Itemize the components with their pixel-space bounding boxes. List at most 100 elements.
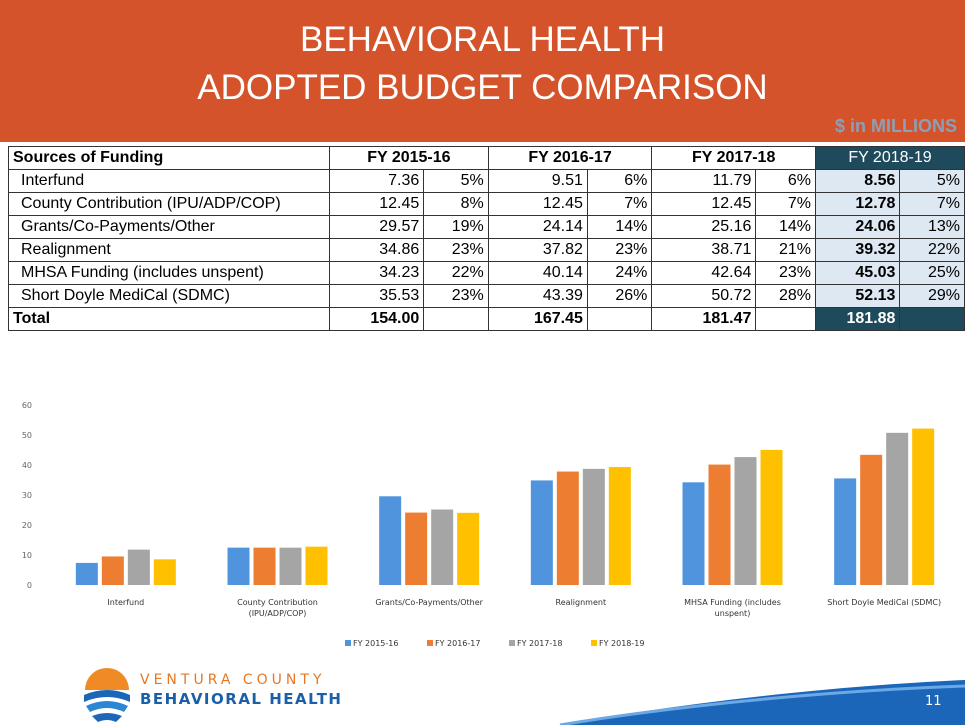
table-cell: Realignment <box>7 238 331 262</box>
data-row: Realignment 34.86 23% 37.82 23% 38.71 21% 39.32… <box>7 238 965 262</box>
data-row: Grants/Co-Payments/Other 29.57 19% 24.14 14%… <box>7 215 965 239</box>
table-cell: 6% <box>755 169 816 193</box>
table-cell: 181.47 <box>651 307 757 331</box>
table-cell: 37.82 <box>487 238 588 262</box>
table-cell <box>899 307 965 331</box>
table-cell: 29% <box>899 284 965 308</box>
y-tick-label: 10 <box>22 551 32 560</box>
table-cell: 12.45 <box>487 192 588 216</box>
table-cell: 14% <box>586 215 653 239</box>
table-cell: 11.79 <box>651 169 757 193</box>
y-tick-label: 60 <box>22 401 32 410</box>
page-number: 11 <box>925 694 942 709</box>
table-cell: 25% <box>899 261 965 285</box>
bar <box>379 496 402 585</box>
units-label: $ in MILLIONS <box>834 116 957 136</box>
table-cell: 22% <box>899 238 965 262</box>
table-cell: 9.51 <box>487 169 588 193</box>
title-line: BEHAVIORAL HEALTH <box>299 20 665 59</box>
table-cell: FY 2016-17 <box>487 146 653 170</box>
table-cell: 181.88 <box>814 307 901 331</box>
table-cell: 8% <box>423 192 489 216</box>
table-cell: 40.14 <box>487 261 588 285</box>
table-cell: FY 2018-19 <box>815 146 965 170</box>
table-cell: 6% <box>586 169 653 193</box>
logo-bottom: BEHAVIORAL HEALTH <box>140 690 342 708</box>
x-tick-label: Short Doyle MediCal (SDMC) <box>827 598 942 607</box>
logo-top: VENTURA COUNTY <box>140 672 326 688</box>
table-cell: 22% <box>423 261 489 285</box>
table-cell: County Contribution (IPU/ADP/COP) <box>7 192 331 216</box>
bar <box>608 467 631 585</box>
x-tick-label: MHSA Funding (includes unspent) <box>684 598 781 618</box>
header-row: Sources of Funding FY 2015-16 FY 2016-17 FY… <box>7 146 965 170</box>
x-tick-label: Grants/Co-Payments/Other <box>375 598 483 607</box>
legend-label: FY 2016-17 <box>435 639 480 648</box>
table-cell: 8.56 <box>814 169 901 193</box>
table-cell <box>755 307 816 331</box>
table-cell: 38.71 <box>651 238 757 262</box>
title-line: ADOPTED BUDGET COMPARISON <box>197 68 768 107</box>
table-cell: 12.45 <box>651 192 757 216</box>
table-cell: 50.72 <box>651 284 757 308</box>
table-cell: 7.36 <box>329 169 425 193</box>
legend-swatch <box>509 640 515 646</box>
table-cell: 21% <box>755 238 816 262</box>
table-cell: 5% <box>423 169 489 193</box>
legend-swatch <box>427 640 433 646</box>
bar <box>834 478 857 585</box>
data-row: Interfund 7.36 5% 9.51 6% 11.79 6% 8.56 5% <box>7 169 965 193</box>
bar <box>530 480 553 585</box>
table-cell: 24% <box>586 261 653 285</box>
bar <box>734 457 757 585</box>
table-cell: FY 2017-18 <box>651 146 816 170</box>
bar <box>760 449 783 585</box>
table-cell: 45.03 <box>814 261 901 285</box>
legend-label: FY 2015-16 <box>353 639 398 648</box>
table-cell: 25.16 <box>651 215 757 239</box>
table-cell: Interfund <box>7 169 331 193</box>
table-cell: Short Doyle MediCal (SDMC) <box>7 284 331 308</box>
table-cell: 34.86 <box>329 238 425 262</box>
x-tick-label: County Contribution (IPU/ADP/COP) <box>237 598 318 618</box>
table-cell: 5% <box>899 169 965 193</box>
bar <box>582 468 605 585</box>
bar <box>457 512 480 585</box>
y-tick-label: 30 <box>22 491 32 500</box>
table-cell: 154.00 <box>329 307 425 331</box>
swoosh-line <box>559 684 965 725</box>
footer: VENTURA COUNTY BEHAVIORAL HEALTH 11 <box>84 668 965 725</box>
table-cell: 26% <box>586 284 653 308</box>
logo-icon <box>84 668 130 722</box>
budget-table: Sources of Funding FY 2015-16 FY 2016-17 FY… <box>7 146 965 331</box>
bar <box>886 432 909 585</box>
bar-chart: 0 10 20 30 40 50 60 FY 2015-16 FY 2016-17 FY 2017… <box>22 401 935 648</box>
total-row: Total 154.00 167.45 181.47 181.88 <box>7 307 965 331</box>
table-cell: Grants/Co-Payments/Other <box>7 215 331 239</box>
bar <box>153 559 176 585</box>
y-tick-label: 20 <box>22 521 32 530</box>
table-cell: 24.14 <box>487 215 588 239</box>
table-cell: 7% <box>755 192 816 216</box>
bar <box>682 482 705 585</box>
table-cell: 24.06 <box>814 215 901 239</box>
bar <box>127 549 150 585</box>
table-cell: 167.45 <box>487 307 588 331</box>
legend-swatch <box>591 640 597 646</box>
table-cell: 52.13 <box>814 284 901 308</box>
table-cell: 42.64 <box>651 261 757 285</box>
table-cell: MHSA Funding (includes unspent) <box>7 261 331 285</box>
table-cell: 12.45 <box>329 192 425 216</box>
bar <box>279 547 302 585</box>
legend-label: FY 2018-19 <box>599 639 644 648</box>
table-cell: 35.53 <box>329 284 425 308</box>
data-row: MHSA Funding (includes unspent) 34.23 22% 4… <box>7 261 965 285</box>
bar <box>556 471 579 585</box>
bar <box>101 556 124 585</box>
table-cell: 23% <box>755 261 816 285</box>
table-cell: 7% <box>899 192 965 216</box>
table-cell: 43.39 <box>487 284 588 308</box>
table-cell <box>586 307 653 331</box>
table-cell: 12.78 <box>814 192 901 216</box>
y-tick-label: 40 <box>22 461 32 470</box>
